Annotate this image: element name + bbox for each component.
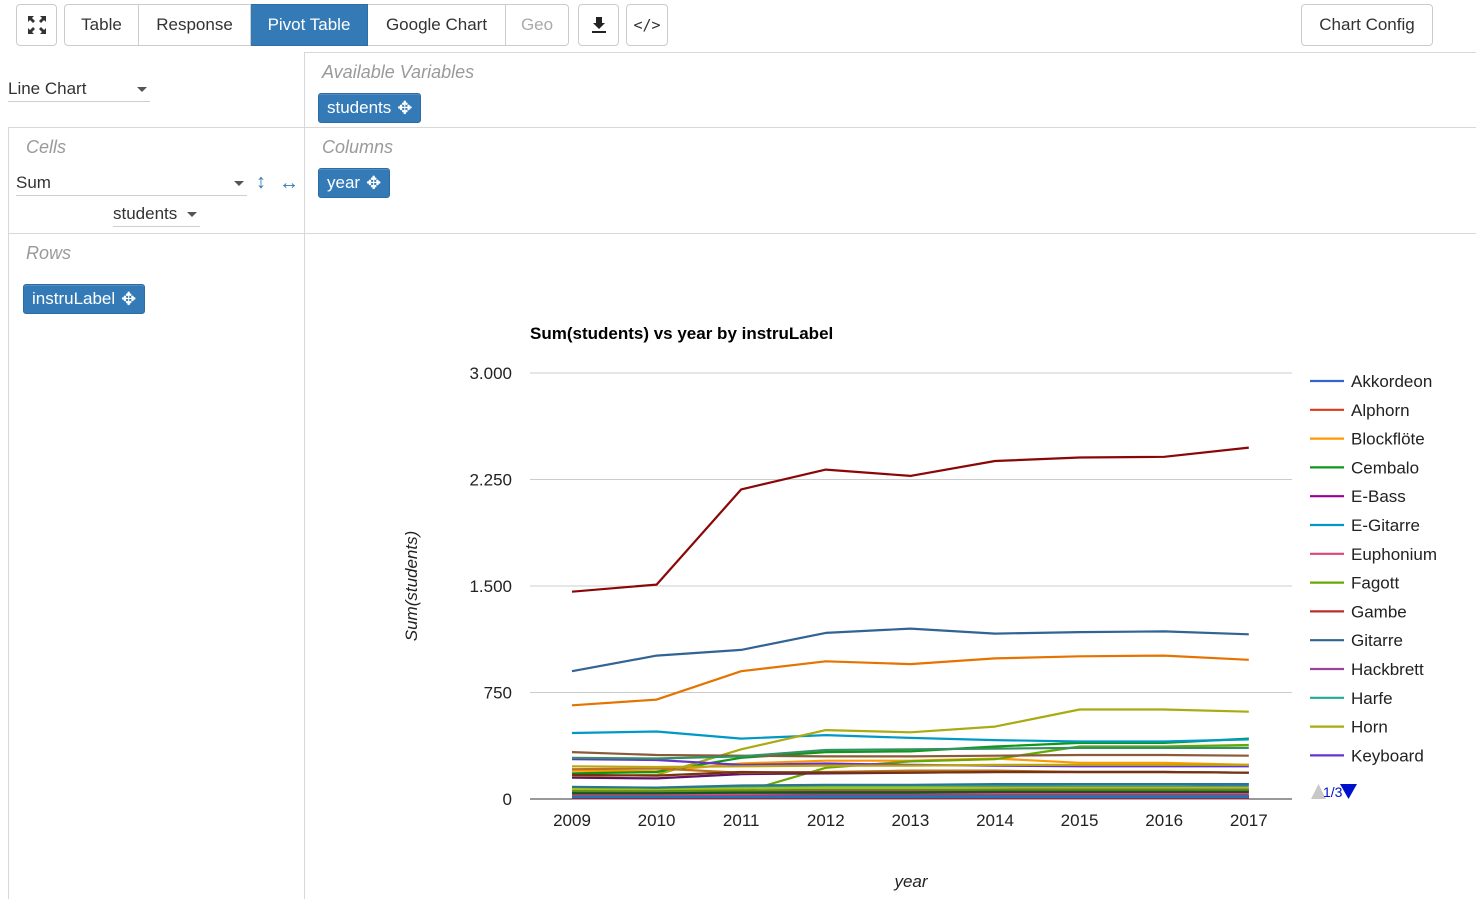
chart-config-button[interactable]: Chart Config: [1301, 4, 1433, 46]
legend-entry: Gitarre: [1351, 631, 1403, 650]
x-tick-label: 2015: [1061, 811, 1099, 830]
aggregator-attribute-value: students: [113, 203, 178, 223]
fullscreen-button[interactable]: [16, 4, 57, 46]
download-icon: [591, 17, 606, 33]
move-icon: ✥: [397, 98, 413, 118]
download-button[interactable]: [578, 4, 619, 46]
y-tick-label: 0: [503, 790, 512, 809]
legend-entry: E-Gitarre: [1351, 516, 1420, 535]
available-variable-students[interactable]: students ✥: [318, 93, 422, 123]
column-variable-year[interactable]: year ✥: [318, 168, 391, 198]
legend-prev-icon: [1311, 784, 1326, 799]
y-axis-title: Sum(students): [402, 531, 421, 642]
x-tick-label: 2011: [723, 811, 760, 830]
legend-page-indicator: 1/3: [1323, 784, 1343, 800]
chevron-down-icon: [187, 212, 197, 217]
series-line-gitarre: [571, 627, 1249, 673]
available-variables-label: Available Variables: [322, 62, 475, 82]
series-line-unlabeled: [572, 790, 1249, 795]
legend-entry: Akkordeon: [1351, 372, 1432, 391]
series-line-unlabeled: [571, 446, 1249, 593]
move-icon: ✥: [121, 289, 137, 309]
x-tick-label: 2012: [807, 811, 845, 830]
x-axis-title: year: [893, 872, 928, 891]
toolbar: Table Response Pivot Table Google Chart …: [0, 0, 1476, 52]
aggregator-select-value: Sum: [16, 172, 51, 192]
cells-label: Cells: [26, 137, 67, 157]
tab-table[interactable]: Table: [64, 4, 139, 46]
y-tick-label: 1.500: [469, 577, 512, 596]
renderer-select[interactable]: Line Chart: [8, 76, 150, 102]
columns-label: Columns: [322, 137, 394, 157]
legend-next-icon[interactable]: [1340, 784, 1357, 799]
series-line-unlabeled: [571, 763, 1249, 769]
divider: [304, 52, 305, 899]
row-variable-instrulabel[interactable]: instruLabel ✥: [23, 284, 146, 314]
rows-label: Rows: [26, 243, 72, 263]
series-line-unlabeled: [571, 782, 1249, 789]
pill-label: students: [327, 98, 392, 117]
embed-code-button[interactable]: </>: [626, 4, 668, 46]
view-tabs: Table Response Pivot Table Google Chart …: [64, 4, 569, 46]
y-tick-label: 750: [484, 684, 512, 703]
chevron-down-icon: [234, 181, 244, 186]
x-tick-label: 2010: [638, 811, 676, 830]
series-line-unlabeled: [571, 654, 1249, 707]
sort-rows-icon[interactable]: ↕: [256, 171, 266, 193]
fullscreen-icon: [27, 16, 46, 34]
chart-title: Sum(students) vs year by instruLabel: [530, 324, 834, 343]
legend-entry: Harfe: [1351, 689, 1393, 708]
legend-entry: Euphonium: [1351, 545, 1437, 564]
divider: [304, 52, 1476, 53]
aggregator-select[interactable]: Sum: [16, 170, 247, 196]
pill-label: year: [327, 173, 361, 192]
tab-response[interactable]: Response: [139, 4, 251, 46]
x-tick-label: 2014: [976, 811, 1014, 830]
series-line-unlabeled: [571, 746, 1249, 760]
x-tick-label: 2013: [891, 811, 929, 830]
chevron-down-icon: [137, 87, 147, 92]
x-tick-label: 2009: [553, 811, 591, 830]
series-line-e-gitarre: [571, 730, 1249, 743]
legend-entry: Fagott: [1351, 574, 1399, 593]
divider: [8, 127, 1476, 128]
series-line-unlabeled: [572, 788, 1249, 793]
tab-google-chart[interactable]: Google Chart: [368, 4, 506, 46]
y-tick-label: 3.000: [469, 364, 512, 383]
legend-entry: Keyboard: [1351, 746, 1424, 765]
legend-entry: Hackbrett: [1351, 660, 1424, 679]
x-tick-label: 2017: [1230, 811, 1268, 830]
tab-geo: Geo: [506, 4, 569, 46]
x-tick-label: 2016: [1145, 811, 1183, 830]
series-line-unlabeled: [571, 770, 1249, 777]
series-line-unlabeled: [571, 786, 1249, 791]
legend-entry: Gambe: [1351, 602, 1407, 621]
aggregator-attribute-select[interactable]: students: [113, 201, 200, 227]
series-line-unlabeled: [571, 751, 1249, 758]
legend-entry: Blockflöte: [1351, 430, 1425, 449]
divider: [8, 233, 1476, 234]
legend-entry: Horn: [1351, 718, 1388, 737]
y-tick-label: 2.250: [469, 471, 512, 490]
legend-entry: E-Bass: [1351, 487, 1406, 506]
pill-label: instruLabel: [32, 289, 116, 308]
tab-pivot-table[interactable]: Pivot Table: [251, 4, 368, 46]
divider: [8, 127, 9, 899]
legend-entry: Alphorn: [1351, 401, 1410, 420]
sort-columns-icon[interactable]: ↔: [279, 172, 299, 194]
renderer-select-value: Line Chart: [8, 78, 87, 98]
move-icon: ✥: [366, 173, 382, 193]
legend-entry: Cembalo: [1351, 458, 1419, 477]
